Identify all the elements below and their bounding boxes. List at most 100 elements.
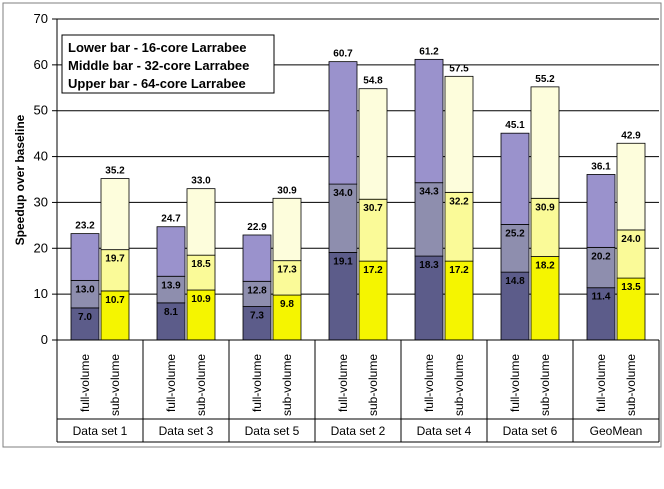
bar-total-label: 45.1 [505,120,525,131]
y-tick-label: 70 [34,11,48,26]
bar-segment [616,277,646,341]
y-axis: 0 10 20 30 40 50 60 70 [34,11,58,347]
bar-segment [358,88,388,200]
legend: Lower bar - 16-core Larrabee Middle bar … [61,34,275,94]
bar-segment [616,229,646,279]
bar-segment [242,280,272,307]
x-category-label: sub-volume [280,354,294,416]
bar-data-label: 14.8 [505,276,525,287]
bar-data-label: 12.8 [247,285,267,296]
bar-segment [444,260,474,341]
x-group-label: Data set 5 [245,424,300,438]
x-group-label: Data set 2 [331,424,386,438]
y-tick-label: 30 [34,194,48,209]
legend-line-upper: Upper bar - 64-core Larrabee [68,76,246,91]
legend-line-lower: Lower bar - 16-core Larrabee [68,40,246,55]
bar-segment [186,254,216,291]
legend-line-middle: Middle bar - 32-core Larrabee [68,58,249,73]
bar-segment [586,246,616,289]
bar-segment [414,58,444,184]
bar-segment [328,183,358,253]
bar-total-label: 23.2 [75,221,95,232]
x-category-label: sub-volume [538,354,552,416]
bar-segment [358,198,388,262]
bar-segment [186,289,216,341]
x-category-label: full-volume [508,354,522,412]
x-category-label: full-volume [164,354,178,412]
bar-segment [530,197,560,257]
legend-box [61,34,275,94]
bar-total-label: 33.0 [191,176,211,187]
bar-segment [328,61,358,185]
bar-segment [358,260,388,341]
bar-data-label: 17.3 [277,265,297,276]
bar-total-label: 61.2 [419,46,439,57]
x-group-label: Data set 4 [417,424,472,438]
x-category-label: full-volume [422,354,436,412]
x-axis-categories: full-volume sub-volume Data set 1 full-volu… [56,339,660,443]
bar-data-label: 30.9 [535,202,555,213]
bar-segment [272,294,302,341]
bar-data-label: 24.0 [621,234,641,245]
bar-total-label: 55.2 [535,74,555,85]
bar-segment [328,252,358,341]
bar-data-label: 19.1 [333,256,353,267]
bar-data-label: 18.3 [419,260,439,271]
y-axis-label: Speedup over baseline [13,114,27,245]
bar-total-label: 60.7 [333,49,353,60]
y-tick-label: 0 [41,332,48,347]
bar-data-label: 13.9 [161,280,181,291]
bar-data-label: 20.2 [591,251,611,262]
bar-segment [500,224,530,273]
bar-total-label: 35.2 [105,166,125,177]
bar-total-label: 54.8 [363,76,383,87]
y-tick-label: 50 [34,103,48,118]
x-category-label: sub-volume [194,354,208,416]
bar-total-label: 36.1 [591,161,611,172]
x-group-label: Data set 3 [159,424,214,438]
x-category-label: sub-volume [108,354,122,416]
bar-data-label: 7.3 [250,311,264,322]
bar-data-label: 25.2 [505,228,525,239]
x-group-label: GeoMean [590,424,643,438]
x-group-label: Data set 1 [73,424,128,438]
x-category-label: sub-volume [624,354,638,416]
bar-segment [242,234,272,282]
x-category-label: full-volume [336,354,350,412]
bar-total-label: 42.9 [621,130,641,141]
bar-segment [616,142,646,231]
bar-data-label: 10.9 [191,294,211,305]
x-group-label: Data set 6 [503,424,558,438]
bar-data-label: 8.1 [164,307,178,318]
y-tick-label: 60 [34,57,48,72]
bar-total-label: 57.5 [449,63,469,74]
bar-segment [530,86,560,199]
bar-data-label: 18.2 [535,261,555,272]
bar-total-label: 24.7 [161,214,181,225]
y-tick-label: 10 [34,286,48,301]
bar-segment [70,233,100,281]
bar-data-label: 13.5 [621,282,641,293]
x-category-label: full-volume [78,354,92,412]
bar-data-label: 11.4 [592,292,611,303]
x-category-label: full-volume [594,354,608,412]
bar-series: 7.0 13.0 23.2 10.7 19.7 35.2 8.1 13.9 24.7 10.9 18… [70,46,646,341]
bar-data-label: 30.7 [363,203,383,214]
bar-segment [100,249,130,292]
bar-data-label: 10.7 [105,295,125,306]
bar-segment [586,174,616,248]
bar-data-label: 17.2 [449,265,469,276]
y-tick-label: 40 [34,149,48,164]
bar-segment [500,271,530,341]
bar-data-label: 34.3 [419,187,439,198]
bar-segment [444,75,474,193]
bar-total-label: 22.9 [247,222,267,233]
bar-data-label: 18.5 [191,259,211,270]
bar-segment [500,132,530,225]
bar-data-label: 19.7 [105,254,125,265]
bar-data-label: 13.0 [75,284,95,295]
x-category-label: full-volume [250,354,264,412]
bar-segment [100,178,130,251]
bar-segment [444,191,474,262]
